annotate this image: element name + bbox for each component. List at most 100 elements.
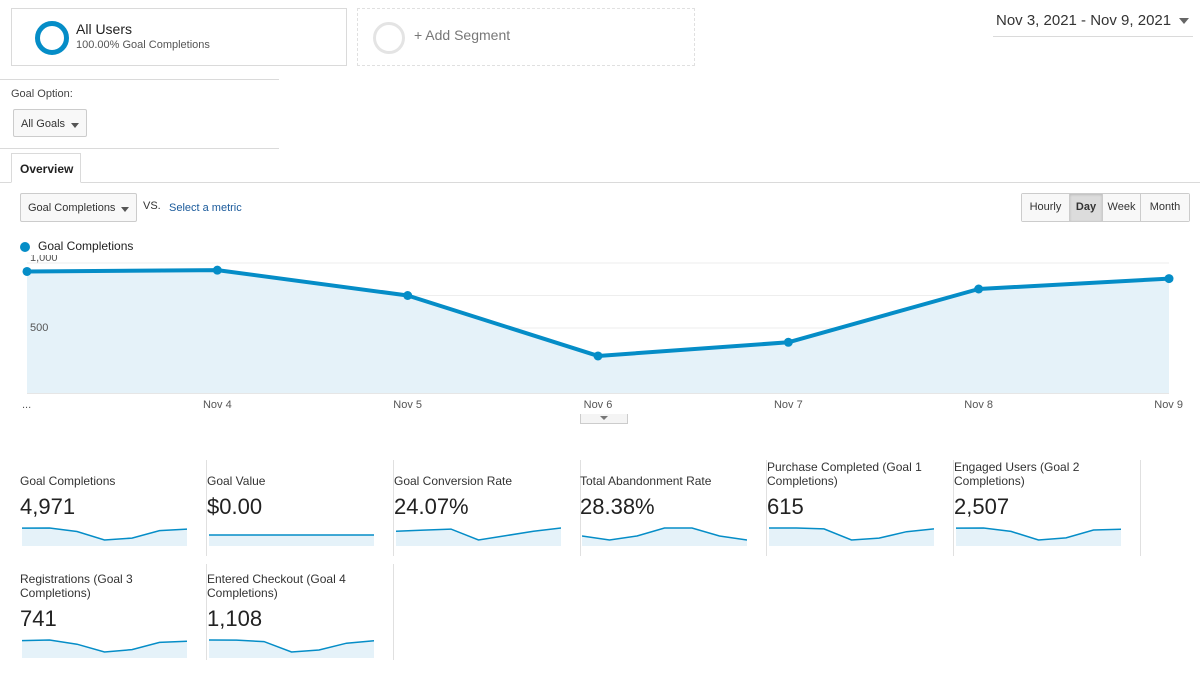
sparkline-area: [769, 528, 934, 546]
metric-select[interactable]: Goal Completions: [20, 193, 137, 222]
sparkline-line: [22, 639, 187, 653]
scorecard[interactable]: Purchase Completed (Goal 1 Completions) 6…: [767, 460, 954, 556]
sparkline-area: [22, 528, 187, 546]
y-tick-label: 1,000: [30, 255, 58, 264]
date-range-label: Nov 3, 2021 - Nov 9, 2021: [996, 12, 1172, 29]
tab-overview-label: Overview: [20, 162, 74, 176]
segment-subtitle: 100.00% Goal Completions: [76, 39, 210, 51]
chevron-down-icon: [71, 123, 79, 128]
scorecard-value: 1,108: [207, 606, 263, 631]
sparkline-line: [22, 527, 187, 541]
sparkline-area: [396, 528, 561, 546]
scorecard-sparkline: [209, 639, 374, 658]
scorecard-divider: [580, 460, 581, 556]
data-point[interactable]: [403, 291, 413, 300]
data-point[interactable]: [1164, 274, 1174, 284]
sparkline-area: [209, 640, 374, 658]
scorecard-value: 2,507: [954, 494, 1010, 519]
tab-strip-line: [0, 182, 1200, 183]
sparkline-line: [956, 527, 1121, 541]
scorecard-value: 615: [767, 494, 804, 519]
scorecard-sparkline: [396, 527, 561, 546]
scorecard-value: 741: [20, 606, 57, 631]
scorecard-divider: [393, 460, 394, 556]
x-tick-label: Nov 7: [774, 399, 803, 411]
scorecard[interactable]: Engaged Users (Goal 2 Completions) 2,507: [954, 460, 1141, 556]
sparkline-area: [209, 535, 374, 546]
scorecard-divider: [1140, 460, 1141, 556]
sparkline-line: [582, 527, 747, 541]
sparkline-area: [956, 528, 1121, 546]
data-point[interactable]: [22, 266, 32, 276]
scorecard-name: Purchase Completed (Goal 1 Completions): [767, 460, 922, 488]
chevron-down-icon: [1179, 18, 1189, 24]
data-point[interactable]: [593, 351, 603, 361]
x-tick-label: Nov 5: [393, 399, 422, 411]
chevron-down-icon: [600, 416, 608, 420]
date-range-picker[interactable]: Nov 3, 2021 - Nov 9, 2021: [993, 8, 1193, 37]
scorecard-name: Total Abandonment Rate: [580, 474, 712, 488]
legend-dot-icon: [20, 242, 30, 252]
y-tick-label: 500: [30, 322, 48, 334]
data-point[interactable]: [212, 265, 222, 275]
divider: [0, 79, 279, 80]
divider: [0, 148, 279, 149]
scorecard-value: $0.00: [207, 494, 263, 519]
select-metric-link[interactable]: Select a metric: [169, 202, 242, 214]
granularity-toggle: Hourly Day Week Month: [1021, 193, 1190, 222]
scorecard-name: Engaged Users (Goal 2 Completions): [954, 460, 1080, 488]
legend-series-name: Goal Completions: [38, 239, 134, 253]
scorecard[interactable]: Registrations (Goal 3 Completions) 741: [20, 564, 207, 662]
chevron-down-icon: [121, 207, 129, 212]
week-button[interactable]: Week: [1102, 194, 1140, 221]
x-tick-label: Nov 8: [964, 399, 993, 411]
scorecard-sparkline: [209, 534, 374, 546]
scorecard[interactable]: Goal Completions 4,971: [20, 460, 207, 564]
x-tick-label: Nov 6: [584, 399, 613, 411]
month-button[interactable]: Month: [1140, 194, 1189, 221]
empty-segment-ring-icon: [373, 22, 405, 54]
goal-completions-chart: 1,000 500... Nov 4 Nov 5 Nov 6 Nov 7 Nov 8 Nov …: [22, 255, 1183, 411]
scorecard-name: Goal Value: [207, 474, 266, 488]
scorecard-sparkline: [22, 527, 187, 546]
sparkline-line: [396, 527, 561, 541]
day-button[interactable]: Day: [1069, 194, 1102, 221]
scorecard[interactable]: Total Abandonment Rate 28.38%: [580, 460, 767, 564]
scorecard-sparkline: [769, 527, 934, 546]
scorecard-divider: [393, 564, 394, 660]
sparkline-area: [22, 640, 187, 658]
scorecard-name: Registrations (Goal 3 Completions): [20, 572, 133, 600]
scorecard-divider: [206, 564, 207, 660]
scorecard-sparkline: [956, 527, 1121, 546]
scorecard-sparkline: [582, 527, 747, 546]
sparkline-line: [209, 639, 374, 653]
scorecard[interactable]: Entered Checkout (Goal 4 Completions) 1,1…: [207, 564, 394, 662]
scorecard-sparkline: [22, 639, 187, 658]
scorecard[interactable]: Goal Value $0.00: [207, 460, 394, 564]
metric-select-value: Goal Completions: [28, 202, 116, 214]
data-point[interactable]: [974, 284, 984, 294]
tab-overview[interactable]: Overview: [11, 153, 81, 183]
data-point[interactable]: [783, 337, 793, 347]
vs-label: VS.: [143, 200, 161, 212]
scorecard-name: Entered Checkout (Goal 4 Completions): [207, 572, 346, 600]
x-tick-label: Nov 4: [203, 399, 232, 411]
scorecard-name: Goal Conversion Rate: [394, 474, 513, 488]
segment-ring-icon: [35, 21, 69, 55]
add-segment-button[interactable]: + Add Segment: [357, 8, 695, 66]
segment-title: All Users: [76, 21, 133, 37]
scorecard-divider: [766, 460, 767, 556]
scorecard-name: Goal Completions: [20, 474, 116, 488]
x-tick-label: ...: [22, 399, 31, 411]
chart-collapse-toggle[interactable]: [580, 414, 628, 424]
scorecard-value: 4,971: [20, 494, 76, 519]
scorecard-divider: [206, 460, 207, 556]
add-segment-label: + Add Segment: [414, 27, 511, 43]
scorecard-value: 24.07%: [394, 494, 469, 519]
goal-option-value: All Goals: [21, 118, 66, 130]
hourly-button[interactable]: Hourly: [1022, 194, 1069, 221]
goal-option-label: Goal Option:: [11, 88, 73, 100]
scorecard[interactable]: Goal Conversion Rate 24.07%: [394, 460, 581, 564]
goal-option-select[interactable]: All Goals: [13, 109, 87, 137]
segment-all-users[interactable]: All Users 100.00% Goal Completions: [11, 8, 347, 66]
